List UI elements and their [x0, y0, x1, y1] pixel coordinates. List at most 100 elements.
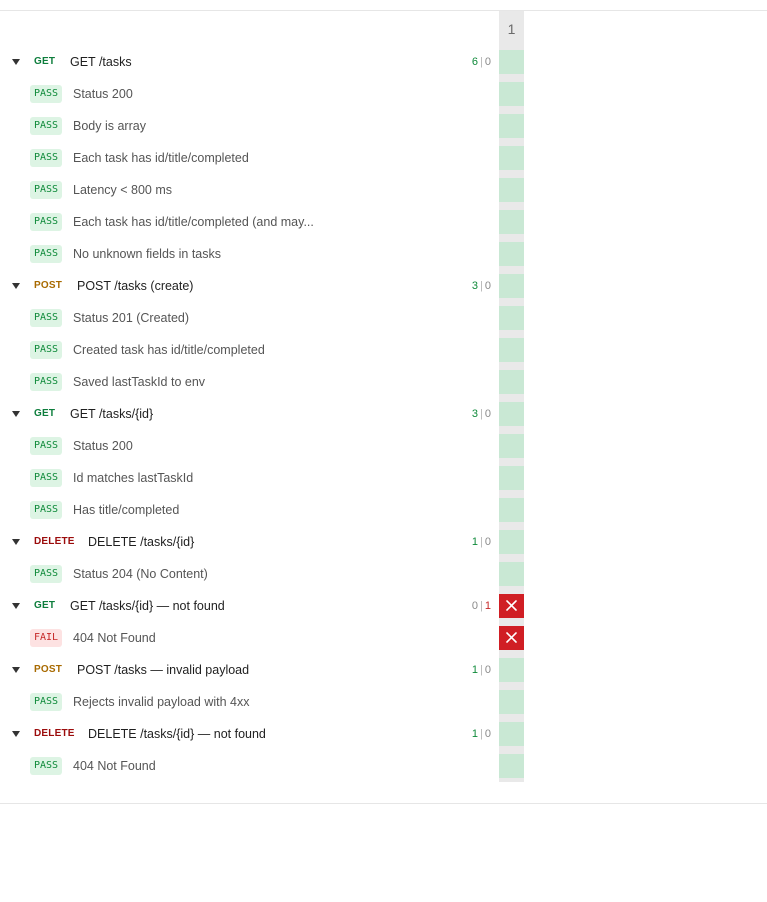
test-name: Rejects invalid payload with 4xx [73, 695, 250, 709]
pass-cell[interactable] [499, 530, 524, 554]
caret-down-icon[interactable] [12, 667, 20, 673]
passed-count: 6 [471, 56, 479, 68]
test-row: PASS Id matches lastTaskId [0, 462, 767, 494]
test-row: PASS Created task has id/title/completed [0, 334, 767, 366]
pass-badge: PASS [30, 373, 63, 391]
fail-cell[interactable] [499, 626, 524, 650]
pass-cell[interactable] [499, 242, 524, 266]
pass-cell[interactable] [499, 210, 524, 234]
pass-badge: PASS [30, 757, 63, 775]
test-name: 404 Not Found [73, 759, 156, 773]
test-row: PASS No unknown fields in tasks [0, 238, 767, 270]
test-row: PASS Status 200 [0, 430, 767, 462]
pass-cell[interactable] [499, 50, 524, 74]
failed-count: 0 [484, 280, 491, 292]
request-row[interactable]: POST POST /tasks (create) 3 | 0 [0, 270, 767, 302]
pass-fail-counts: 6 | 0 [472, 46, 491, 78]
caret-down-icon[interactable] [12, 411, 20, 417]
test-name: Latency < 800 ms [73, 183, 173, 197]
method-badge: GET [34, 600, 56, 611]
method-badge: DELETE [34, 728, 75, 739]
method-badge: DELETE [34, 536, 75, 547]
test-name: 404 Not Found [73, 631, 156, 645]
method-badge: GET [34, 408, 56, 419]
pass-cell[interactable] [499, 498, 524, 522]
count-separator: | [480, 664, 483, 676]
pass-cell[interactable] [499, 722, 524, 746]
pass-cell[interactable] [499, 690, 524, 714]
pass-cell[interactable] [499, 754, 524, 778]
test-name: Has title/completed [73, 503, 180, 517]
fail-badge: FAIL [30, 629, 63, 647]
pass-badge: PASS [30, 85, 63, 103]
request-name[interactable]: GET /tasks/{id} — not found [70, 599, 225, 613]
pass-badge: PASS [30, 501, 63, 519]
pass-fail-counts: 1 | 0 [472, 718, 491, 750]
test-row: PASS Status 204 (No Content) [0, 558, 767, 590]
caret-down-icon[interactable] [12, 539, 20, 545]
pass-fail-counts: 1 | 0 [472, 654, 491, 686]
pass-badge: PASS [30, 181, 63, 199]
pass-badge: PASS [30, 469, 63, 487]
pass-badge: PASS [30, 309, 63, 327]
pass-cell[interactable] [499, 434, 524, 458]
pass-cell[interactable] [499, 146, 524, 170]
pass-badge: PASS [30, 693, 63, 711]
count-separator: | [480, 600, 483, 612]
count-separator: | [480, 536, 483, 548]
pass-cell[interactable] [499, 114, 524, 138]
request-name[interactable]: DELETE /tasks/{id} — not found [88, 727, 266, 741]
test-row: PASS Each task has id/title/completed [0, 142, 767, 174]
caret-down-icon[interactable] [12, 59, 20, 65]
results-list: GET GET /tasks 6 | 0 PASS Status 200 PASS Body i… [0, 46, 767, 782]
caret-down-icon[interactable] [12, 731, 20, 737]
pass-badge: PASS [30, 117, 63, 135]
request-row[interactable]: POST POST /tasks — invalid payload 1 | 0 [0, 654, 767, 686]
pass-cell[interactable] [499, 82, 524, 106]
count-separator: | [480, 280, 483, 292]
pass-cell[interactable] [499, 274, 524, 298]
pass-fail-counts: 0 | 1 [472, 590, 491, 622]
request-row[interactable]: GET GET /tasks/{id} 3 | 0 [0, 398, 767, 430]
pass-cell[interactable] [499, 402, 524, 426]
pass-badge: PASS [30, 437, 63, 455]
caret-down-icon[interactable] [12, 283, 20, 289]
test-name: Status 204 (No Content) [73, 567, 208, 581]
request-name[interactable]: GET /tasks [70, 55, 132, 69]
test-row: PASS Body is array [0, 110, 767, 142]
test-row: PASS Rejects invalid payload with 4xx [0, 686, 767, 718]
count-separator: | [480, 56, 483, 68]
pass-cell[interactable] [499, 306, 524, 330]
count-separator: | [480, 408, 483, 420]
pass-cell[interactable] [499, 338, 524, 362]
request-name[interactable]: POST /tasks (create) [77, 279, 194, 293]
pass-cell[interactable] [499, 658, 524, 682]
test-row: PASS Has title/completed [0, 494, 767, 526]
request-name[interactable]: GET /tasks/{id} [70, 407, 154, 421]
request-name[interactable]: DELETE /tasks/{id} [88, 535, 195, 549]
failed-count: 0 [484, 664, 491, 676]
pass-cell[interactable] [499, 370, 524, 394]
test-row: PASS Latency < 800 ms [0, 174, 767, 206]
pass-cell[interactable] [499, 466, 524, 490]
iteration-column-header[interactable]: 1 [507, 21, 516, 37]
test-row: PASS Saved lastTaskId to env [0, 366, 767, 398]
pass-badge: PASS [30, 213, 63, 231]
request-row[interactable]: DELETE DELETE /tasks/{id} — not found 1 | 0 [0, 718, 767, 750]
pass-cell[interactable] [499, 562, 524, 586]
test-name: Status 201 (Created) [73, 311, 190, 325]
request-row[interactable]: DELETE DELETE /tasks/{id} 1 | 0 [0, 526, 767, 558]
request-name[interactable]: POST /tasks — invalid payload [77, 663, 250, 677]
pass-cell[interactable] [499, 178, 524, 202]
caret-down-icon[interactable] [12, 603, 20, 609]
pass-fail-counts: 1 | 0 [472, 526, 491, 558]
request-row[interactable]: GET GET /tasks 6 | 0 [0, 46, 767, 78]
test-name: Id matches lastTaskId [73, 471, 194, 485]
pass-badge: PASS [30, 149, 63, 167]
test-name: Each task has id/title/completed [73, 151, 249, 165]
fail-cell[interactable] [499, 594, 524, 618]
top-divider [0, 10, 767, 11]
test-name: Saved lastTaskId to env [73, 375, 206, 389]
request-row[interactable]: GET GET /tasks/{id} — not found 0 | 1 [0, 590, 767, 622]
